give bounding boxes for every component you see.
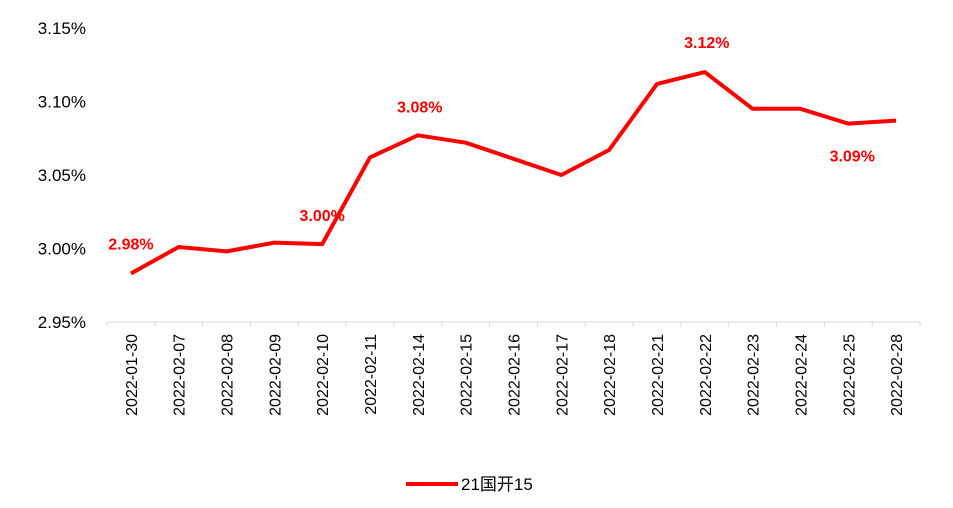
x-tick-label: 2022-02-11 <box>363 334 380 415</box>
legend-label: 21国开15 <box>461 475 533 494</box>
x-axis-ticks: 2022-01-30 2022-02-07 2022-02-08 2022-02-09… <box>106 322 921 416</box>
y-tick-label: 3.15% <box>38 19 86 38</box>
x-tick-label: 2022-02-15 <box>459 334 476 416</box>
x-tick-label: 2022-01-30 <box>124 334 141 416</box>
data-label: 3.12% <box>684 35 729 52</box>
data-labels: 2.98% 3.00% 3.08% 3.12% 3.09% <box>108 35 875 253</box>
x-tick-label: 2022-02-17 <box>554 334 571 416</box>
y-tick-label: 3.05% <box>38 166 86 185</box>
x-tick-label: 2022-02-22 <box>698 334 715 416</box>
data-label: 3.00% <box>300 208 345 225</box>
x-tick-label: 2022-02-21 <box>650 334 667 416</box>
x-tick-label: 2022-02-23 <box>746 334 763 416</box>
x-tick-label: 2022-02-07 <box>172 334 189 416</box>
x-tick-label: 2022-02-14 <box>411 334 428 416</box>
x-tick-label: 2022-02-08 <box>220 334 237 416</box>
x-tick-label: 2022-02-18 <box>602 334 619 416</box>
data-label: 3.09% <box>830 149 875 166</box>
x-tick-label: 2022-02-16 <box>507 334 524 416</box>
x-tick-label: 2022-02-09 <box>267 334 284 416</box>
y-tick-label: 3.00% <box>38 240 86 259</box>
data-label: 2.98% <box>108 236 153 253</box>
series-line-21guokai15 <box>129 70 897 276</box>
x-tick-label: 2022-02-28 <box>889 334 906 416</box>
y-axis-ticks: 2.95% 3.00% 3.05% 3.10% 3.15% <box>38 19 86 332</box>
data-label: 3.08% <box>397 99 442 116</box>
x-tick-label: 2022-02-10 <box>315 334 332 416</box>
legend[interactable]: 21国开15 <box>406 475 533 494</box>
y-tick-label: 2.95% <box>38 313 86 332</box>
x-tick-label: 2022-02-25 <box>841 334 858 416</box>
x-tick-label: 2022-02-24 <box>793 334 810 416</box>
y-tick-label: 3.10% <box>38 93 86 112</box>
